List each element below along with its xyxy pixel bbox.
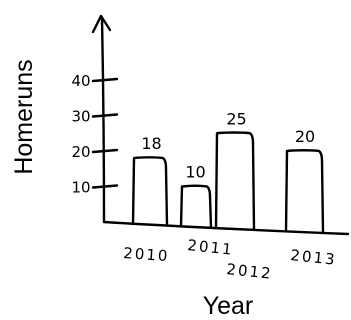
x-tick-label: 2011 (187, 236, 235, 259)
y-tick-mark (91, 148, 119, 154)
y-tick-label: 30 (71, 108, 90, 126)
y-axis-title: Homeruns (10, 59, 38, 174)
x-tick-label: 2012 (226, 260, 274, 283)
y-tick-label: 10 (71, 179, 90, 197)
y-tick-label: 40 (71, 72, 90, 90)
y-tick-mark (91, 77, 119, 83)
bar (284, 149, 325, 234)
y-ticks: 10 20 30 40 (71, 72, 119, 197)
bar-value-label: 25 (226, 109, 246, 128)
x-tick-label: 2013 (290, 246, 338, 269)
bar (131, 156, 169, 227)
y-tick-mark (91, 113, 119, 118)
y-axis-line (100, 16, 106, 224)
y-axis-arrowhead (91, 14, 112, 34)
bars: 18 10 25 20 (131, 109, 325, 234)
bar (214, 131, 256, 231)
x-tick-label: 2010 (123, 244, 170, 265)
chart-axes (91, 14, 350, 236)
bar-value-label: 20 (295, 127, 315, 146)
bar (179, 184, 213, 229)
y-tick-mark (91, 184, 119, 189)
x-axis-title: Year (203, 292, 254, 320)
bar-value-label: 18 (141, 134, 161, 153)
x-axis-line (102, 220, 350, 236)
y-tick-label: 20 (71, 143, 90, 161)
bar-value-label: 10 (185, 163, 205, 182)
